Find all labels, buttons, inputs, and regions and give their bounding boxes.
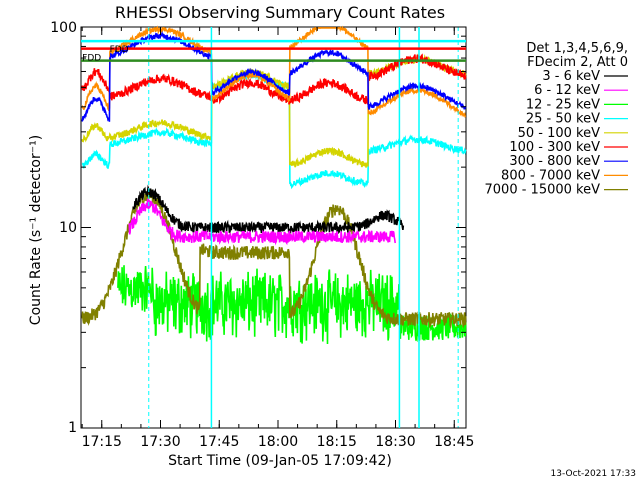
series-7000-15000-kev — [81, 189, 467, 329]
legend-label-300-800-kev: 300 - 800 keV — [509, 154, 600, 169]
series-50-100-kev — [81, 53, 467, 168]
series-6-12-kev — [128, 198, 396, 246]
tick-layer — [81, 26, 466, 429]
y-tick-label-10: 10 — [59, 220, 77, 236]
series-3-6-kev — [132, 184, 405, 235]
timestamp: 13-Oct-2021 17:33 — [551, 469, 636, 479]
x-tick-label-5: 18:30 — [375, 434, 415, 450]
series-100-300-kev — [81, 53, 467, 105]
legend-label-25-50-kev: 25 - 50 keV — [526, 112, 600, 127]
y-tick-label-100: 100 — [50, 20, 77, 36]
data-layer: FDD FDD — [81, 25, 467, 428]
chart-title: RHESSI Observing Summary Count Rates — [115, 3, 445, 22]
x-tick-label-1: 17:30 — [140, 434, 180, 450]
annotation-1: FDD — [110, 45, 129, 55]
legend-label-50-100-kev: 50 - 100 keV — [518, 126, 601, 141]
legend-label-3-6-kev: 3 - 6 keV — [542, 69, 600, 84]
y-tick-label-1: 1 — [68, 420, 77, 436]
legend-label-7000-15000-kev: 7000 - 15000 keV — [485, 183, 601, 198]
x-tick-label-0: 17:15 — [82, 434, 122, 450]
y-axis-label: Count Rate (s⁻¹ detector⁻¹) — [28, 135, 44, 325]
series-800-7000-kev — [81, 25, 467, 118]
x-tick-label-3: 18:00 — [258, 434, 298, 450]
x-tick-label-4: 18:15 — [317, 434, 357, 450]
legend-label-6-12-kev: 6 - 12 keV — [534, 83, 600, 98]
x-tick-label-2: 17:45 — [199, 434, 239, 450]
legend-header-1: Det 1,3,4,5,6,9, — [526, 41, 628, 56]
annotation-0: FDD — [82, 54, 101, 64]
x-tick-labels: 17:15 17:30 17:45 18:00 18:15 18:30 18:45 — [82, 434, 475, 450]
legend-label-800-7000-kev: 800 - 7000 keV — [501, 168, 600, 183]
legend-label-12-25-kev: 12 - 25 keV — [526, 97, 600, 112]
legend-label-100-300-kev: 100 - 300 keV — [509, 140, 600, 155]
series-12-25-kev — [117, 265, 467, 345]
x-tick-label-6: 18:45 — [434, 434, 474, 450]
x-axis-label: Start Time (09-Jan-05 17:09:42) — [168, 453, 392, 469]
series-300-800-kev — [81, 30, 467, 122]
legend-header-2: FDecim 2, Att 0 — [527, 55, 628, 70]
